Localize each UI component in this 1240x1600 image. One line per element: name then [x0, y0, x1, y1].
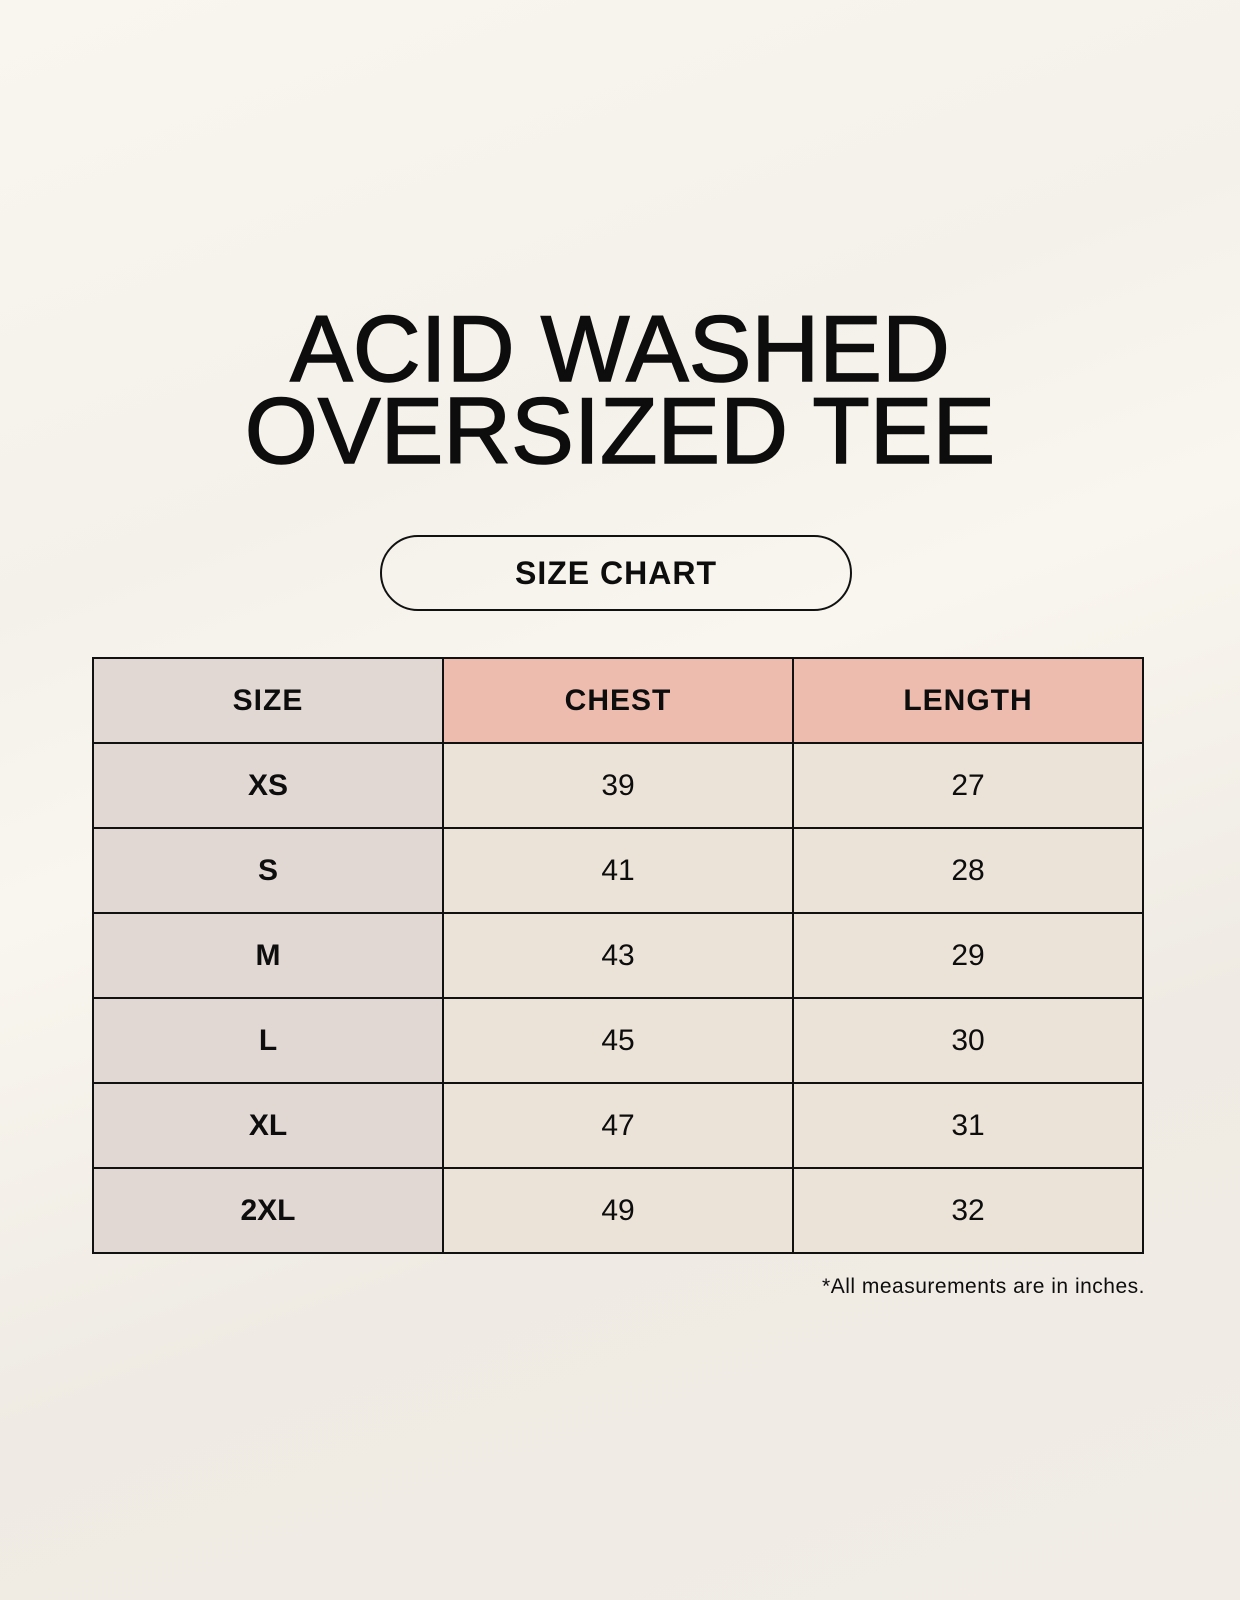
- table-row: M 43 29: [92, 912, 1144, 999]
- table-row: L 45 30: [92, 997, 1144, 1084]
- title-line-2: OVERSIZED TEE: [244, 378, 996, 483]
- cell-chest: 45: [442, 997, 794, 1084]
- table-header-row: SIZE CHEST LENGTH: [92, 657, 1144, 744]
- page-title: ACID WASHED OVERSIZED TEE: [0, 296, 1240, 483]
- cell-chest: 49: [442, 1167, 794, 1254]
- table-row: XS 39 27: [92, 742, 1144, 829]
- cell-chest: 43: [442, 912, 794, 999]
- footnote: *All measurements are in inches.: [822, 1275, 1145, 1298]
- cell-chest: 47: [442, 1082, 794, 1169]
- cell-length: 29: [792, 912, 1144, 999]
- cell-length: 27: [792, 742, 1144, 829]
- header-size: SIZE: [92, 657, 444, 744]
- size-chart-label: SIZE CHART: [380, 535, 852, 611]
- cell-chest: 39: [442, 742, 794, 829]
- cell-length: 30: [792, 997, 1144, 1084]
- cell-length: 28: [792, 827, 1144, 914]
- table-row: XL 47 31: [92, 1082, 1144, 1169]
- title-line-1: ACID WASHED: [289, 296, 950, 401]
- cell-size: XL: [92, 1082, 444, 1169]
- cell-size: XS: [92, 742, 444, 829]
- table-row: S 41 28: [92, 827, 1144, 914]
- header-length: LENGTH: [792, 657, 1144, 744]
- cell-length: 32: [792, 1167, 1144, 1254]
- size-table: SIZE CHEST LENGTH XS 39 27 S 41 28 M 43 29 L 45 30 X…: [92, 657, 1144, 1254]
- table-row: 2XL 49 32: [92, 1167, 1144, 1254]
- cell-size: L: [92, 997, 444, 1084]
- cell-size: M: [92, 912, 444, 999]
- cell-chest: 41: [442, 827, 794, 914]
- cell-size: S: [92, 827, 444, 914]
- cell-length: 31: [792, 1082, 1144, 1169]
- cell-size: 2XL: [92, 1167, 444, 1254]
- header-chest: CHEST: [442, 657, 794, 744]
